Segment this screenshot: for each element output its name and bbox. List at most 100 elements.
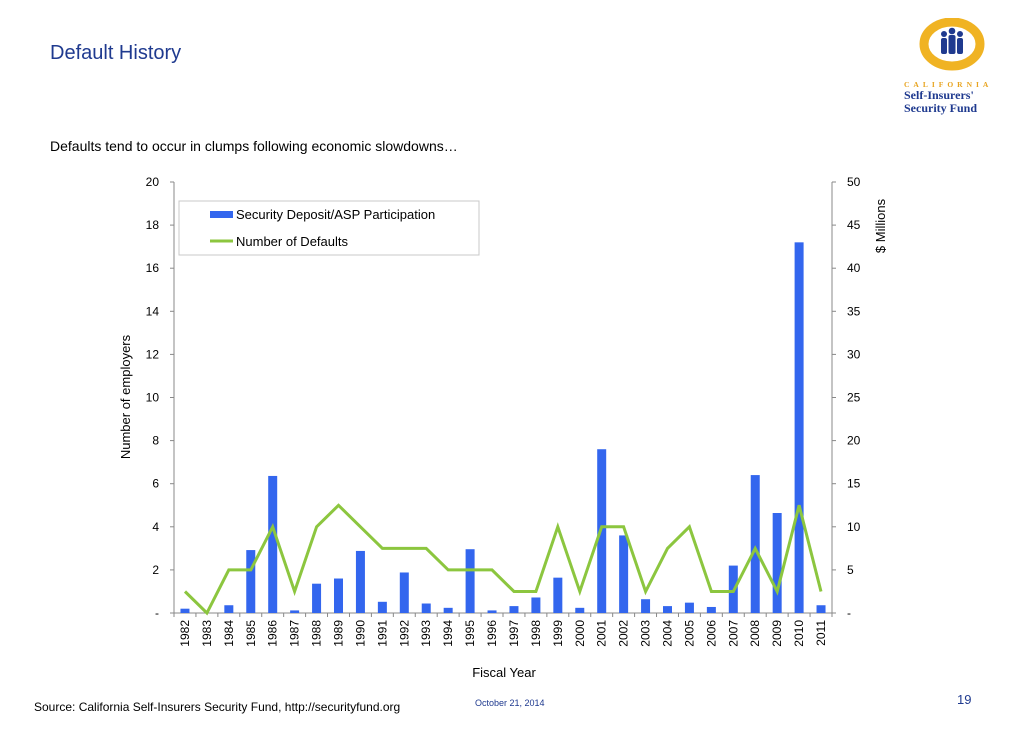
bar [224, 605, 234, 613]
bars-layer [180, 242, 826, 613]
bar [487, 610, 497, 613]
x-tick-label: 1982 [178, 620, 192, 647]
logo-line-2: Self-Insurers' [904, 88, 974, 102]
bar [399, 572, 409, 613]
axes-layer: - 2 4 6 8 10 12 14 16 18 20 - 5 10 15 20 25 30 35 40 45 50 198… [146, 175, 861, 647]
bar [443, 607, 453, 613]
slide-date: October 21, 2014 [475, 698, 545, 708]
y-left-tick-label: 8 [152, 434, 159, 448]
bar [641, 599, 651, 613]
bar [794, 242, 804, 613]
defaults-line [183, 503, 823, 616]
y-right-tick-label: 35 [847, 304, 861, 318]
security-fund-logo [919, 18, 985, 71]
bar [619, 535, 629, 613]
x-tick-label: 2009 [770, 620, 784, 647]
y-left-tick-label: 18 [146, 218, 160, 232]
y-right-tick-label: 40 [847, 261, 861, 275]
x-tick-label: 1987 [288, 620, 302, 647]
bar [816, 605, 826, 613]
bar [312, 583, 322, 613]
legend: Security Deposit/ASP Participation Numbe… [178, 200, 480, 256]
legend-label-line: Number of Defaults [236, 234, 348, 249]
bar [421, 603, 431, 613]
bar [663, 606, 672, 613]
x-tick-label: 1986 [266, 620, 280, 647]
bar [553, 577, 563, 613]
y-left-tick-label: 10 [146, 391, 160, 405]
y-left-tick-label: - [155, 606, 159, 620]
logo-line-3: Security Fund [904, 101, 978, 115]
x-tick-label: 1989 [332, 620, 346, 647]
logo-line-1: CALIFORNIA [904, 80, 993, 89]
x-tick-label: 1994 [441, 620, 455, 647]
y-right-tick-label: 5 [847, 563, 854, 577]
x-tick-label: 2006 [704, 620, 718, 647]
x-axis-label: Fiscal Year [472, 665, 536, 680]
x-tick-label: 1985 [244, 620, 258, 647]
page-title: Default History [50, 42, 182, 64]
bar [772, 513, 782, 613]
x-tick-label: 1992 [397, 620, 411, 647]
x-tick-label: 2004 [661, 620, 675, 647]
bar [509, 606, 519, 613]
y-left-tick-label: 2 [152, 563, 159, 577]
legend-box [178, 200, 480, 256]
x-tick-label: 2005 [682, 620, 696, 647]
y-left-tick-label: 4 [152, 520, 159, 534]
x-tick-label: 1996 [485, 620, 499, 647]
x-tick-label: 2003 [639, 620, 653, 647]
y-right-tick-label: - [847, 606, 851, 620]
slide-subtitle: Defaults tend to occur in clumps followi… [50, 138, 458, 154]
bar [290, 610, 300, 613]
y-left-tick-label: 20 [146, 175, 160, 189]
y-left-tick-label: 6 [152, 477, 159, 491]
x-tick-label: 2000 [573, 620, 587, 647]
x-tick-label: 2010 [792, 620, 806, 647]
x-tick-label: 1997 [507, 620, 521, 647]
x-tick-label: 2001 [595, 620, 609, 647]
x-tick-label: 1984 [222, 620, 236, 647]
x-tick-label: 2002 [617, 620, 631, 647]
y-right-tick-label: 45 [847, 218, 861, 232]
bar [268, 475, 278, 613]
x-tick-label: 1983 [200, 620, 214, 647]
bar [706, 606, 716, 613]
y-right-tick-label: 50 [847, 175, 861, 189]
x-tick-label: 1990 [353, 620, 367, 647]
x-tick-label: 2008 [748, 620, 762, 647]
legend-label-bar: Security Deposit/ASP Participation [236, 207, 435, 222]
bar [575, 607, 585, 613]
y-right-tick-label: 30 [847, 347, 861, 361]
x-tick-label: 1993 [419, 620, 433, 647]
y-left-tick-label: 16 [146, 261, 160, 275]
x-tick-label: 1995 [463, 620, 477, 647]
y-left-tick-label: 12 [146, 347, 160, 361]
y-right-tick-label: 20 [847, 434, 861, 448]
y-right-tick-label: 10 [847, 520, 861, 534]
x-tick-label: 1999 [551, 620, 565, 647]
bar [246, 550, 256, 613]
x-tick-label: 1991 [375, 620, 389, 647]
bar [750, 475, 760, 613]
x-tick-label: 1998 [529, 620, 543, 647]
bar [684, 602, 694, 613]
x-tick-label: 2007 [726, 620, 740, 647]
bar [465, 549, 475, 613]
page-number: 19 [957, 692, 972, 707]
bar [180, 608, 190, 613]
y-right-tick-label: 25 [847, 391, 861, 405]
bar [531, 597, 541, 613]
bar [377, 601, 387, 613]
x-tick-label: 2011 [814, 620, 828, 646]
y-right-tick-label: 15 [847, 477, 861, 491]
line-layer [183, 503, 823, 616]
bar [334, 578, 343, 613]
y-axis-label-left: Number of employers [118, 334, 133, 459]
y-axis-label-right: $ Millions [873, 198, 888, 253]
legend-swatch-bar [210, 211, 233, 218]
source-note: Source: California Self-Insurers Securit… [34, 700, 401, 714]
logo-text: CALIFORNIA Self-Insurers' Security Fund [904, 80, 1014, 115]
bar [355, 550, 365, 613]
